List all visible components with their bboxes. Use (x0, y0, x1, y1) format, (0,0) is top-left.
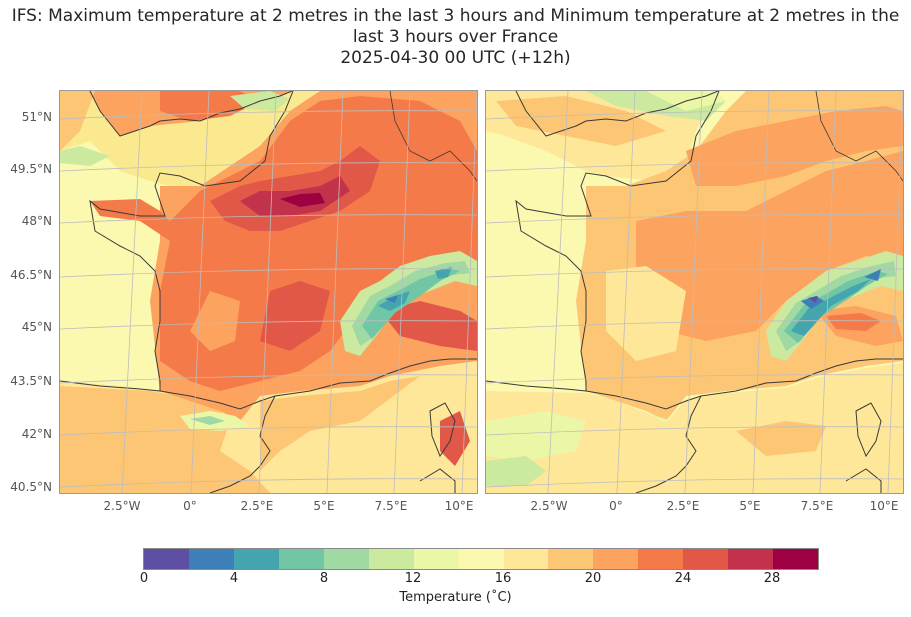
colorbar-segment-6 (413, 549, 459, 569)
colorbar-segment-3 (278, 549, 324, 569)
lat-label-45n: 45°N (21, 320, 52, 334)
lon-label-left-2-5w: 2.5°W (103, 499, 141, 513)
title-line-1: IFS: Maximum temperature at 2 metres in … (11, 6, 900, 26)
lon-label-left-2-5e: 2.5°E (240, 499, 274, 513)
lat-label-42n: 42°N (21, 427, 52, 441)
colorbar-tick-16: 16 (494, 571, 512, 586)
colorbar-segment-12 (683, 549, 729, 569)
colorbar-segment-4 (323, 549, 369, 569)
lat-label-43-5n: 43.5°N (10, 374, 52, 388)
title-line-3: 2025-04-30 00 UTC (+12h) (340, 48, 571, 68)
colorbar-tick-24: 24 (674, 571, 692, 586)
colorbar-segment-2 (233, 549, 279, 569)
colorbar-segment-13 (728, 549, 774, 569)
colorbar-segment-11 (638, 549, 684, 569)
lon-label-right-2-5e: 2.5°E (666, 499, 700, 513)
colorbar-segment-5 (368, 549, 414, 569)
colorbar-label: Temperature (˚C) (399, 590, 512, 605)
colorbar-tick-12: 12 (404, 571, 422, 586)
colorbar-tick-0: 0 (139, 571, 149, 586)
colorbar-tick-20: 20 (584, 571, 602, 586)
min-temperature-map (485, 90, 904, 494)
lon-label-left-0: 0° (183, 499, 197, 513)
lat-label-46-5n: 46.5°N (10, 268, 52, 282)
lat-label-48n: 48°N (21, 214, 52, 228)
title-line-2: last 3 hours over France (352, 27, 559, 47)
lon-label-right-2-5w: 2.5°W (530, 499, 568, 513)
colorbar-segment-0 (144, 549, 189, 569)
colorbar-tick-8: 8 (319, 571, 329, 586)
lon-label-left-10e: 10°E (444, 499, 474, 513)
lon-label-right-0: 0° (609, 499, 623, 513)
colorbar-segment-8 (503, 549, 549, 569)
lon-label-left-5e: 5°E (313, 499, 335, 513)
colorbar-segment-9 (548, 549, 594, 569)
lat-label-51n: 51°N (21, 110, 52, 124)
colorbar-segment-7 (458, 549, 504, 569)
min-temperature-map-svg (486, 91, 903, 493)
colorbar-segment-14 (773, 549, 819, 569)
lon-label-right-10e: 10°E (869, 499, 899, 513)
temperature-colorbar (143, 548, 819, 570)
lat-label-40-5n: 40.5°N (10, 480, 52, 494)
colorbar-tick-28: 28 (763, 571, 781, 586)
colorbar-segment-1 (188, 549, 234, 569)
lat-label-49-5n: 49.5°N (10, 162, 52, 176)
colorbar-segment-10 (593, 549, 639, 569)
colorbar-tick-4: 4 (229, 571, 239, 586)
lon-label-right-7-5e: 7.5°E (800, 499, 834, 513)
chart-title: IFS: Maximum temperature at 2 metres in … (0, 6, 911, 69)
max-temperature-map (59, 90, 478, 494)
lon-label-left-7-5e: 7.5°E (374, 499, 408, 513)
max-temperature-map-svg (60, 91, 477, 493)
lon-label-right-5e: 5°E (739, 499, 761, 513)
